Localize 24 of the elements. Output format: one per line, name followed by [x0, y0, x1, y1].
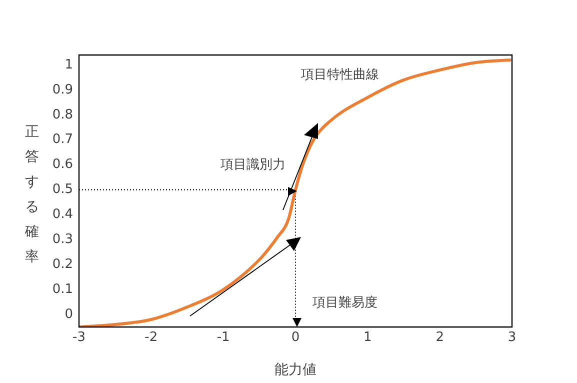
y-tick-label: 0.3	[52, 232, 73, 248]
x-tick-label: 2	[436, 330, 444, 346]
y-tick-label: 0.5	[52, 182, 73, 198]
y-tick-label: 0.4	[52, 207, 73, 222]
x-tick-label: 0	[291, 330, 300, 346]
line-series	[79, 58, 512, 327]
y-axis-title: 正答する確率	[24, 123, 40, 267]
x-tick-label: -1	[216, 330, 230, 346]
x-tick-label: 1	[364, 330, 372, 346]
annotation: 項目特性曲線	[300, 67, 379, 82]
y-tick-label: 1	[64, 57, 73, 72]
y-tick-label: 0.9	[52, 82, 73, 98]
x-tick-label: 3	[508, 330, 516, 346]
x-tick-label: -2	[144, 330, 158, 346]
y-tick-label: 0.2	[52, 256, 73, 272]
x-tick-label: -3	[72, 330, 86, 346]
annotation: 項目難易度	[312, 294, 378, 310]
y-tick-label: 0.1	[52, 282, 73, 297]
annotation: 項目識別力	[220, 157, 286, 172]
y-tick-label: 0.7	[52, 132, 73, 148]
y-tick-label: 0.8	[52, 107, 73, 122]
x-axis-title: 能力値	[274, 362, 316, 378]
y-tick-label: 0	[64, 306, 73, 322]
y-tick-label: 0.6	[52, 157, 73, 172]
